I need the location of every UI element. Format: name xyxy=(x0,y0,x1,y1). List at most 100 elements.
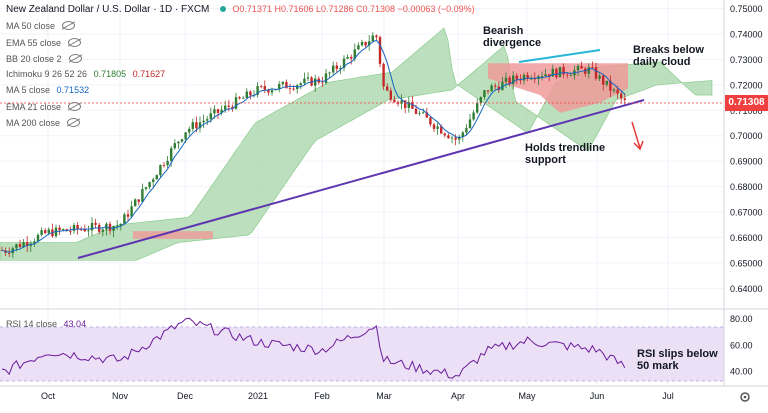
time-tick-label: Mar xyxy=(376,391,392,401)
candle-body xyxy=(609,80,612,91)
candle-body xyxy=(422,112,425,114)
candle-body xyxy=(612,89,616,91)
candle-body xyxy=(371,35,374,42)
indicator-ema55[interactable]: EMA 55 close xyxy=(6,37,85,48)
rsi-legend[interactable]: RSI 14 close 43.04 xyxy=(6,319,90,329)
eye-hidden-icon[interactable] xyxy=(68,102,82,111)
candle-body xyxy=(576,65,580,71)
candle-body xyxy=(220,109,223,113)
price-tick-label: 0.67000 xyxy=(730,208,763,218)
candle-body xyxy=(33,241,36,244)
candle-body xyxy=(321,82,324,84)
candle-body xyxy=(242,97,245,99)
candle-body xyxy=(450,137,454,139)
candle-body xyxy=(360,41,364,46)
candle-body xyxy=(292,88,295,90)
candle-body xyxy=(494,85,497,87)
candle-body xyxy=(605,80,608,85)
candle-body xyxy=(184,132,187,140)
candle-body xyxy=(591,67,594,68)
candle-body xyxy=(22,242,25,247)
price-tick-label: 0.66000 xyxy=(730,233,763,243)
eye-hidden-icon[interactable] xyxy=(68,38,82,47)
candle-body xyxy=(180,139,184,142)
eye-hidden-icon[interactable] xyxy=(62,21,76,30)
arrow-head xyxy=(633,140,644,151)
indicator-ma50[interactable]: MA 50 close xyxy=(6,20,79,31)
candle-body xyxy=(47,229,50,234)
candle-body xyxy=(216,109,220,113)
candle-body xyxy=(335,65,338,69)
candle-body xyxy=(26,242,29,246)
indicator-ema21[interactable]: EMA 21 close xyxy=(6,101,85,112)
candle-body xyxy=(454,137,457,140)
candle-body xyxy=(130,206,133,217)
candle-body xyxy=(483,90,486,98)
annotation-holds-trendline: Holds trendline support xyxy=(525,142,606,166)
candle-body xyxy=(526,74,529,79)
candle-body xyxy=(522,74,526,81)
candle-body xyxy=(332,65,335,73)
ohlc-values: O0.71371 H0.71606 L0.71286 C0.71308 −0.0… xyxy=(232,4,475,14)
candle-body xyxy=(170,148,173,161)
chart-title-row[interactable]: New Zealand Dollar / U.S. Dollar · 1D · … xyxy=(6,4,479,15)
candle-body xyxy=(386,86,389,91)
candle-body xyxy=(404,100,407,108)
rsi-tick-label: 60.00 xyxy=(730,340,753,350)
candle-body xyxy=(177,141,180,144)
candle-body xyxy=(479,97,482,104)
candle-body xyxy=(285,81,288,89)
candle-body xyxy=(94,222,97,225)
price-tick-label: 0.72000 xyxy=(730,80,763,90)
candle-body xyxy=(224,105,227,110)
indicator-label: MA 200 close xyxy=(6,118,61,128)
candle-body xyxy=(152,179,155,183)
price-tick-label: 0.69000 xyxy=(730,157,763,167)
cloud-area-green xyxy=(0,27,713,261)
time-tick-label: Dec xyxy=(177,391,194,401)
candle-body xyxy=(508,77,511,84)
eye-hidden-icon[interactable] xyxy=(68,54,82,63)
candle-body xyxy=(562,66,565,75)
candle-body xyxy=(544,74,547,77)
candle-body xyxy=(148,182,151,188)
candle-body xyxy=(425,112,428,118)
time-tick-label: Jun xyxy=(590,391,605,401)
price-divergence-line xyxy=(518,49,601,63)
time-axis[interactable]: Oct Nov Dec 2021 Feb Mar Apr May Jun Jul xyxy=(41,391,674,401)
candle-body xyxy=(116,225,119,227)
candle-body xyxy=(87,230,90,232)
indicator-ma5[interactable]: MA 5 close 0.71532 xyxy=(6,85,93,95)
candle-body xyxy=(134,199,137,207)
price-tick-label: 0.73000 xyxy=(730,55,763,65)
candle-body xyxy=(476,103,479,113)
candle-body xyxy=(166,160,169,166)
rsi-line xyxy=(1,317,626,379)
candle-body xyxy=(490,85,493,92)
candle-body xyxy=(245,91,248,98)
candle-body xyxy=(555,68,558,78)
candle-body xyxy=(472,112,475,120)
candle-body xyxy=(328,72,331,74)
eye-hidden-icon[interactable] xyxy=(67,118,81,127)
indicator-bb20[interactable]: BB 20 close 2 xyxy=(6,53,86,64)
settings-icon[interactable] xyxy=(740,392,750,402)
rsi-value: 43.04 xyxy=(63,319,87,329)
rsi-tick-label: 40.00 xyxy=(730,366,753,376)
candle-body xyxy=(314,78,317,86)
candle-body xyxy=(69,230,72,232)
indicator-ma200[interactable]: MA 200 close xyxy=(6,117,84,128)
candle-body xyxy=(278,84,281,89)
candle-body xyxy=(18,244,22,247)
candle-body xyxy=(44,230,47,234)
time-tick-label: 2021 xyxy=(248,391,268,401)
indicator-ichimoku[interactable]: Ichimoku 9 26 52 26 0.71805 0.71627 xyxy=(6,69,169,79)
candle-body xyxy=(195,122,198,129)
candle-body xyxy=(623,98,626,100)
candle-body xyxy=(486,90,490,92)
candle-body xyxy=(256,86,259,95)
indicator-label: MA 5 close xyxy=(6,85,51,95)
candle-body xyxy=(231,106,234,109)
indicator-label: MA 50 close xyxy=(6,21,56,31)
